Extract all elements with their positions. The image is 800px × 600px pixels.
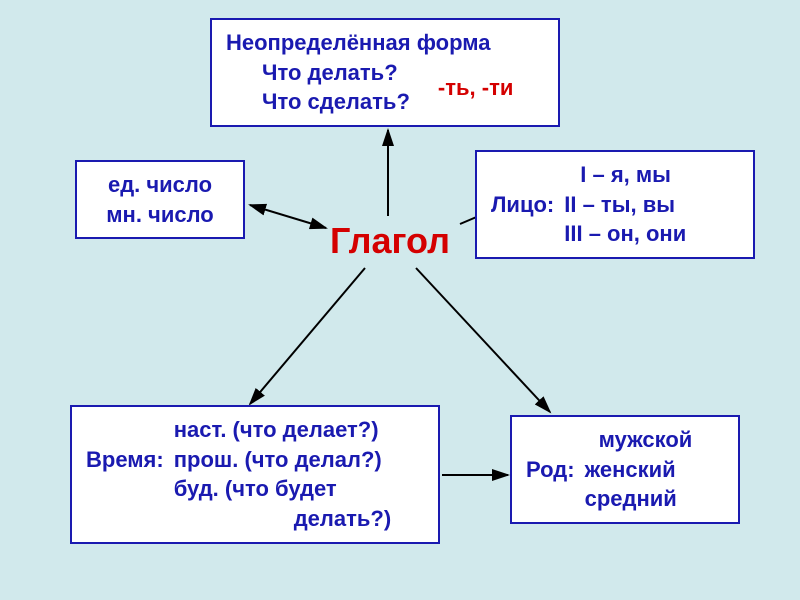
infinitive-q2: Что сделать?	[262, 87, 410, 117]
arrow	[250, 268, 365, 404]
node-number: ед. число мн. число	[75, 160, 245, 239]
person-label: Лицо:	[491, 190, 554, 220]
node-tense: Время: наст. (что делает?) прош. (что де…	[70, 405, 440, 544]
infinitive-q1: Что делать?	[262, 58, 410, 88]
gender-label: Род:	[526, 455, 575, 485]
gender-line3: средний	[585, 484, 693, 514]
arrow	[416, 268, 550, 412]
number-line1: ед. число	[91, 170, 229, 200]
person-line1: I – я, мы	[564, 160, 686, 190]
tense-line1: наст. (что делает?)	[174, 415, 391, 445]
person-line3: III – он, они	[564, 219, 686, 249]
arrow	[250, 205, 326, 228]
tense-line2: прош. (что делал?)	[174, 445, 391, 475]
center-text: Глагол	[330, 220, 450, 261]
center-label: Глагол	[330, 220, 450, 262]
node-infinitive: Неопределённая форма Что делать? Что сде…	[210, 18, 560, 127]
tense-line4: делать?)	[174, 504, 391, 534]
tense-label: Время:	[86, 445, 164, 475]
gender-line1: мужской	[585, 425, 693, 455]
node-gender: Род: мужской женский средний	[510, 415, 740, 524]
infinitive-title: Неопределённая форма	[226, 28, 544, 58]
tense-line3: буд. (что будет	[174, 474, 391, 504]
number-line2: мн. число	[91, 200, 229, 230]
infinitive-suffix: -ть, -ти	[438, 73, 513, 103]
person-line2: II – ты, вы	[564, 190, 686, 220]
node-person: Лицо: I – я, мы II – ты, вы III – он, он…	[475, 150, 755, 259]
gender-line2: женский	[585, 455, 693, 485]
